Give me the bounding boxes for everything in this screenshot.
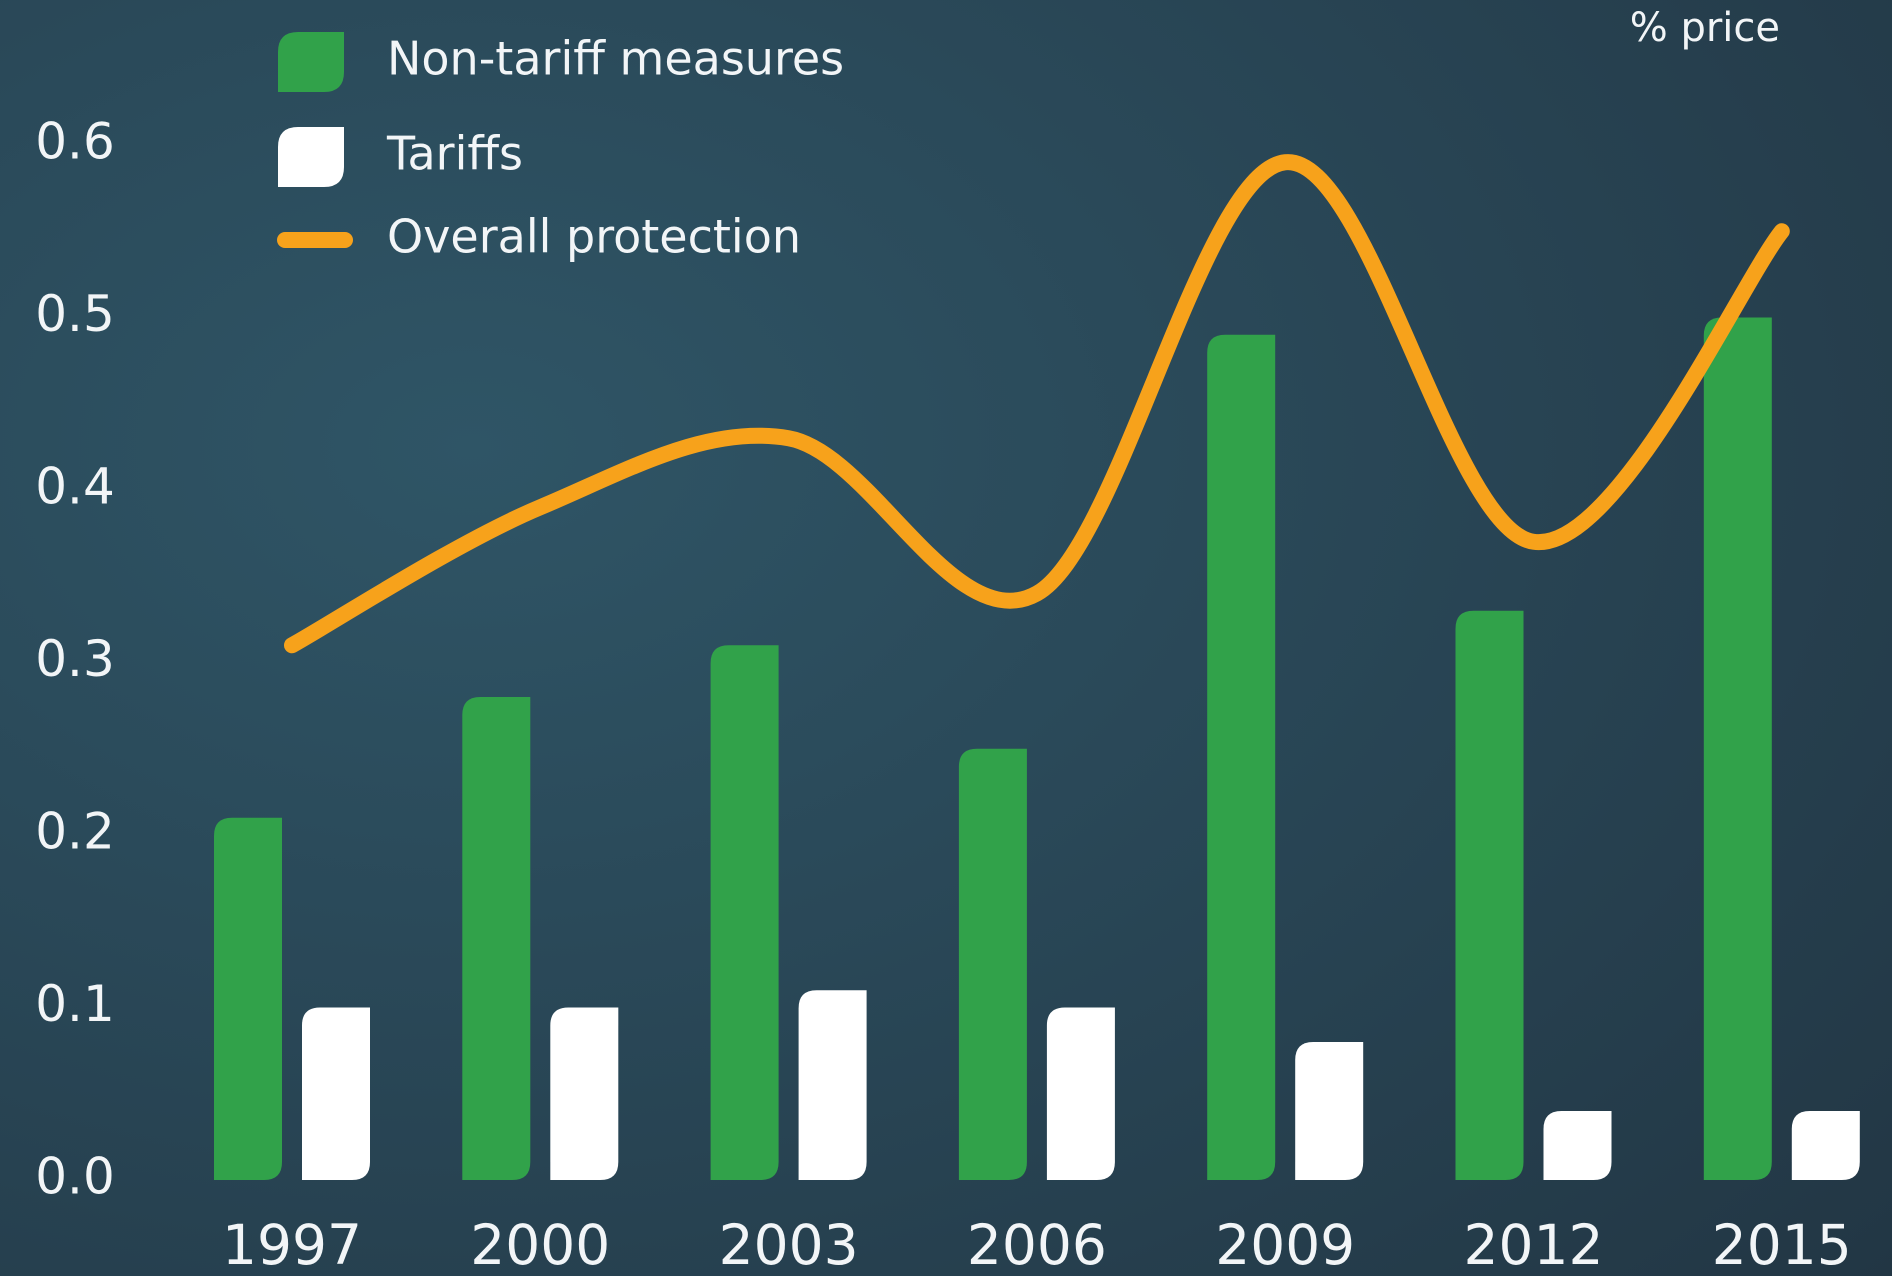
bar: [710, 645, 779, 1180]
bar: [1295, 1042, 1364, 1180]
bar: [798, 990, 867, 1180]
bar: [550, 1007, 619, 1180]
x-tick-label: 2006: [967, 1213, 1107, 1276]
bar: [1046, 1007, 1115, 1180]
y-tick-label: 0.1: [35, 975, 115, 1033]
bar: [1455, 610, 1524, 1180]
y-tick-label: 0.3: [35, 630, 115, 688]
x-tick-label: 2015: [1712, 1213, 1852, 1276]
bar: [302, 1007, 370, 1180]
y-tick-label: 0.4: [35, 458, 115, 516]
bar: [1791, 1111, 1860, 1180]
bar: [958, 748, 1027, 1180]
unit-label: % price: [1630, 5, 1780, 51]
x-tick-label: 2009: [1215, 1213, 1355, 1276]
x-tick-label: 2003: [719, 1213, 859, 1276]
legend-label: Tariffs: [386, 127, 523, 181]
bar: [1703, 317, 1772, 1180]
legend-label: Non-tariff measures: [387, 32, 844, 86]
legend-marker: [278, 127, 344, 187]
y-tick-label: 0.6: [35, 113, 115, 171]
x-tick-label: 1997: [222, 1213, 362, 1276]
x-tick-label: 2012: [1464, 1213, 1604, 1276]
bar: [1543, 1111, 1612, 1180]
legend-label: Overall protection: [387, 210, 801, 264]
y-tick-label: 0.5: [35, 285, 115, 343]
bar: [1207, 334, 1276, 1180]
line: [284, 154, 1790, 654]
bar: [214, 817, 282, 1180]
y-tick-label: 0.0: [35, 1148, 115, 1206]
bar: [462, 697, 531, 1180]
legend-marker: [278, 32, 344, 92]
y-tick-label: 0.2: [35, 803, 115, 861]
x-tick-label: 2000: [470, 1213, 610, 1276]
